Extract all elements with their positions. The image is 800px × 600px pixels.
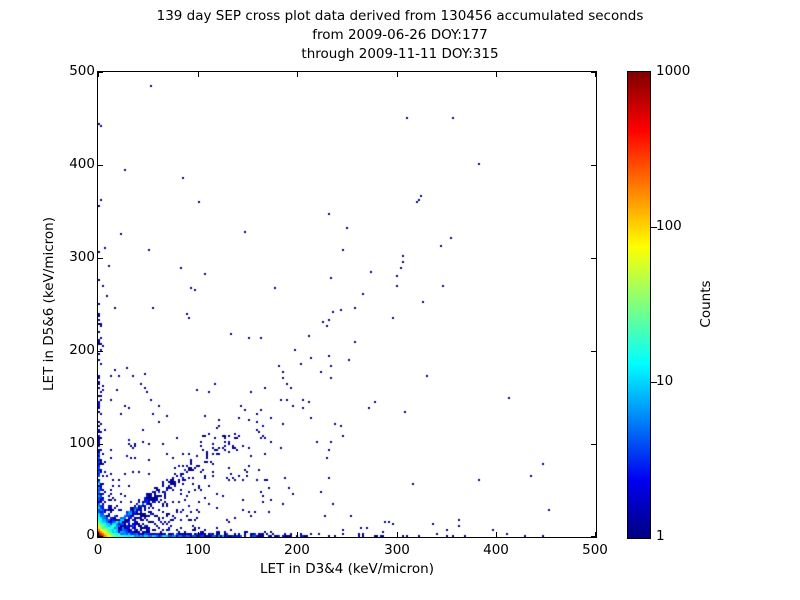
x-tick-label: 0 xyxy=(93,542,103,558)
x-tick-label: 300 xyxy=(384,542,410,558)
x-axis-tick-top xyxy=(595,72,596,77)
colorbar-tick-label: 10 xyxy=(656,373,674,389)
x-tick-label: 400 xyxy=(483,542,509,558)
y-tick-label: 100 xyxy=(69,435,95,451)
y-axis-tick xyxy=(98,72,103,73)
x-axis-tick xyxy=(198,532,199,537)
colorbar-tick-label: 100 xyxy=(656,218,682,234)
x-axis-tick-top xyxy=(98,72,99,77)
x-axis-tick xyxy=(595,532,596,537)
y-axis-label: LET in D5&6 (keV/micron) xyxy=(41,217,57,391)
scatter-canvas xyxy=(98,72,596,537)
y-axis-tick xyxy=(98,258,103,259)
x-axis-tick-top xyxy=(397,72,398,77)
y-axis-tick xyxy=(98,165,103,166)
y-tick-label: 200 xyxy=(69,342,95,358)
x-axis-label: LET in D3&4 (keV/micron) xyxy=(260,561,434,577)
chart-title-line-1: 139 day SEP cross plot data derived from… xyxy=(156,8,644,24)
x-axis-tick xyxy=(297,532,298,537)
colorbar xyxy=(627,71,651,539)
y-axis-tick-right xyxy=(591,536,596,537)
y-axis-tick xyxy=(98,536,103,537)
x-axis-tick-top xyxy=(198,72,199,77)
y-tick-label: 500 xyxy=(69,63,95,79)
x-tick-label: 100 xyxy=(185,542,211,558)
x-axis-tick-top xyxy=(496,72,497,77)
x-axis-tick xyxy=(397,532,398,537)
y-axis-tick-right xyxy=(591,165,596,166)
y-axis-tick-right xyxy=(591,444,596,445)
y-axis-tick-right xyxy=(591,72,596,73)
y-axis-tick xyxy=(98,351,103,352)
colorbar-tick xyxy=(651,382,657,383)
colorbar-tick xyxy=(651,227,657,228)
chart-title: 139 day SEP cross plot data derived from… xyxy=(0,7,800,64)
x-axis-tick xyxy=(496,532,497,537)
x-tick-label: 200 xyxy=(284,542,310,558)
chart-title-line-3: through 2009-11-11 DOY:315 xyxy=(301,46,499,62)
x-tick-label: 500 xyxy=(582,542,608,558)
plot-area xyxy=(97,71,597,538)
y-axis-tick-right xyxy=(591,351,596,352)
y-tick-label: 0 xyxy=(86,527,95,543)
colorbar-label: Counts xyxy=(698,280,714,328)
y-axis-tick xyxy=(98,444,103,445)
colorbar-tick-label: 1000 xyxy=(656,63,691,79)
y-tick-label: 400 xyxy=(69,156,95,172)
x-axis-tick-top xyxy=(297,72,298,77)
x-axis-tick xyxy=(98,532,99,537)
y-axis-tick-right xyxy=(591,258,596,259)
colorbar-tick-label: 1 xyxy=(656,528,665,544)
chart-title-line-2: from 2009-06-26 DOY:177 xyxy=(312,27,488,43)
y-tick-label: 300 xyxy=(69,249,95,265)
